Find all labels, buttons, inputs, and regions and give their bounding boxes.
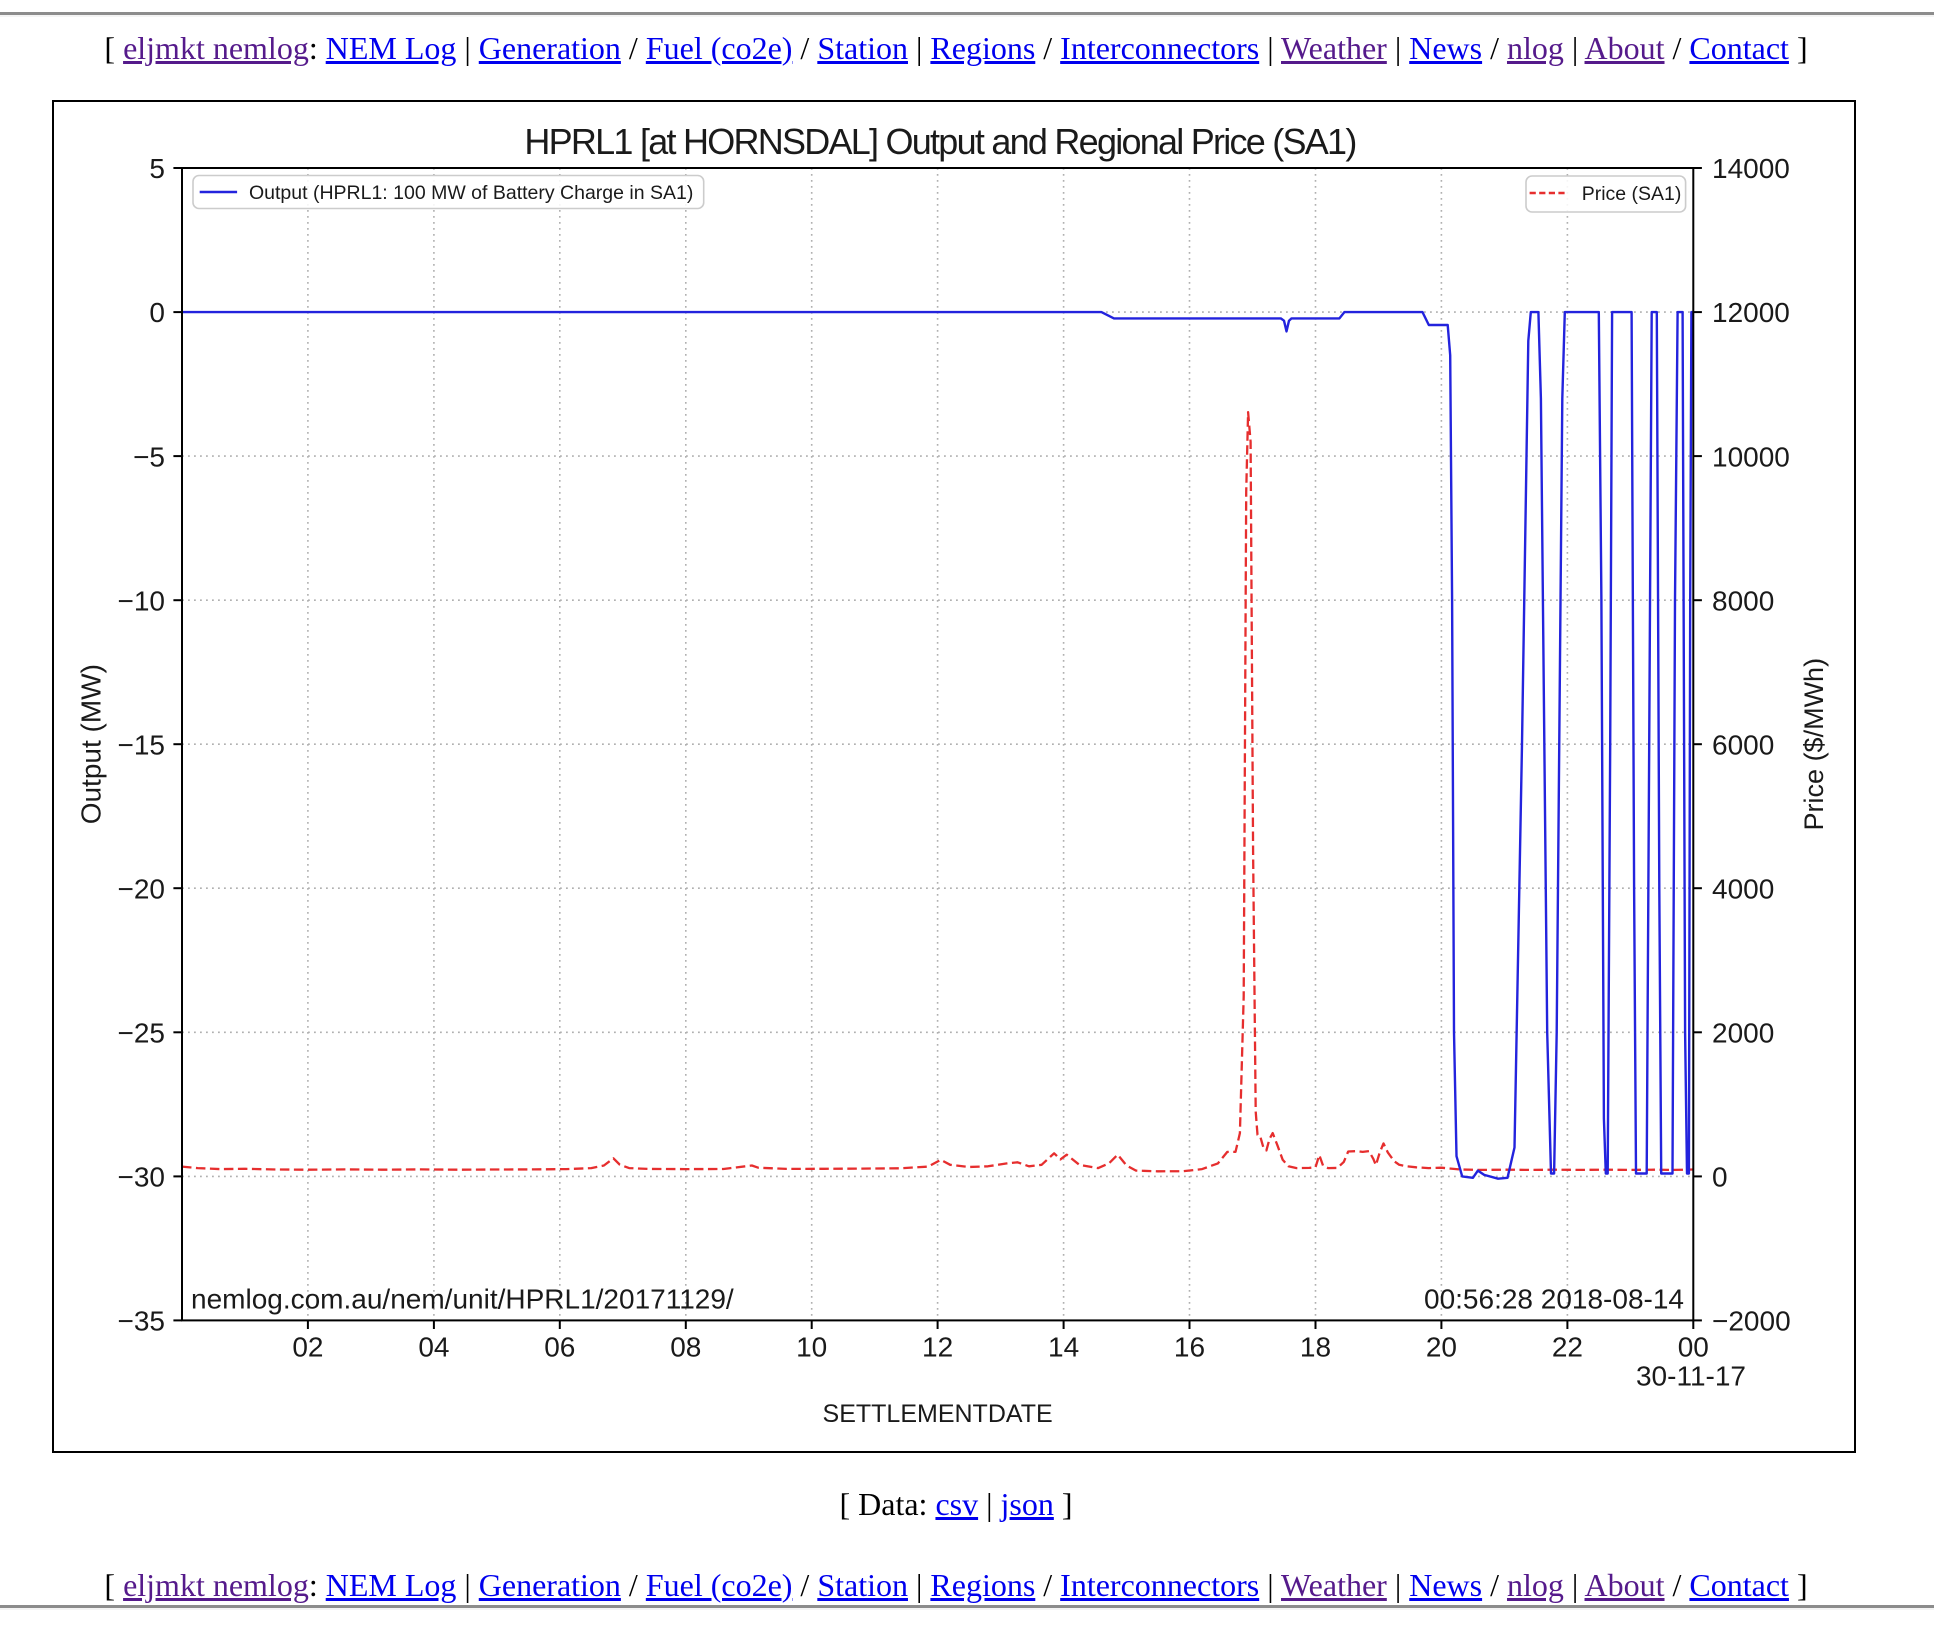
svg-text:06: 06: [544, 1332, 575, 1363]
svg-text:4000: 4000: [1712, 874, 1774, 905]
svg-text:−10: −10: [118, 585, 166, 616]
svg-text:20: 20: [1426, 1332, 1457, 1363]
svg-text:14000: 14000: [1712, 153, 1790, 184]
svg-text:22: 22: [1552, 1332, 1583, 1363]
svg-text:6000: 6000: [1712, 729, 1774, 760]
svg-text:−35: −35: [118, 1306, 166, 1337]
svg-text:10: 10: [796, 1332, 827, 1363]
svg-text:12000: 12000: [1712, 297, 1790, 328]
svg-text:−2000: −2000: [1712, 1306, 1791, 1337]
svg-text:18: 18: [1300, 1332, 1331, 1363]
svg-text:02: 02: [292, 1332, 323, 1363]
svg-text:14: 14: [1048, 1332, 1079, 1363]
svg-text:5: 5: [149, 153, 165, 184]
svg-text:0: 0: [149, 297, 165, 328]
svg-text:Price ($/MWh): Price ($/MWh): [1799, 658, 1829, 831]
svg-text:0: 0: [1712, 1162, 1728, 1193]
svg-text:Output (MW): Output (MW): [76, 664, 107, 824]
svg-text:−30: −30: [118, 1162, 166, 1193]
svg-text:Output (HPRL1: 100 MW of Batte: Output (HPRL1: 100 MW of Battery Charge …: [249, 182, 693, 204]
svg-text:−15: −15: [118, 729, 166, 760]
svg-text:16: 16: [1174, 1332, 1205, 1363]
svg-text:30-11-17: 30-11-17: [1636, 1361, 1746, 1392]
svg-text:00:56:28 2018-08-14: 00:56:28 2018-08-14: [1424, 1284, 1684, 1315]
svg-text:Price (SA1): Price (SA1): [1582, 183, 1682, 205]
svg-text:−5: −5: [133, 441, 165, 472]
svg-text:HPRL1 [at HORNSDAL] Output and: HPRL1 [at HORNSDAL] Output and Regional …: [524, 121, 1355, 162]
svg-text:−20: −20: [118, 874, 166, 905]
svg-text:00: 00: [1678, 1332, 1709, 1363]
svg-text:2000: 2000: [1712, 1018, 1774, 1049]
svg-text:08: 08: [670, 1332, 701, 1363]
svg-text:12: 12: [922, 1332, 953, 1363]
svg-text:nemlog.com.au/nem/unit/HPRL1/2: nemlog.com.au/nem/unit/HPRL1/20171129/: [191, 1284, 734, 1315]
svg-text:8000: 8000: [1712, 585, 1774, 616]
svg-text:04: 04: [418, 1332, 449, 1363]
svg-text:SETTLEMENTDATE: SETTLEMENTDATE: [823, 1400, 1053, 1428]
svg-text:10000: 10000: [1712, 441, 1790, 472]
svg-text:−25: −25: [118, 1018, 166, 1049]
